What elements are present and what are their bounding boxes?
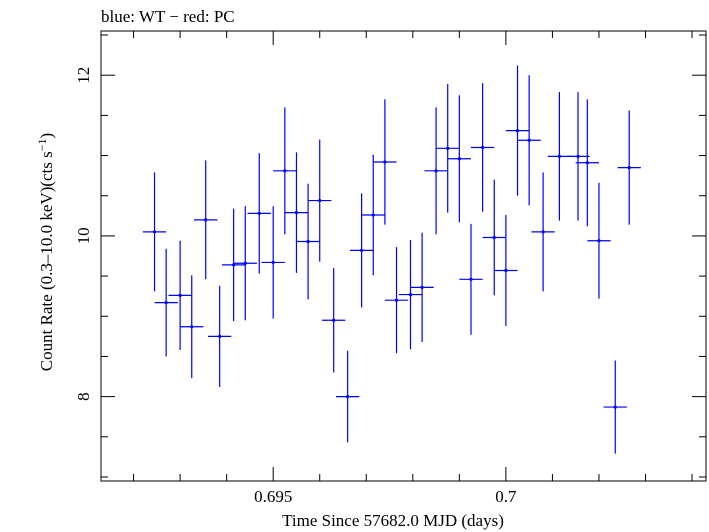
data-point-wt [617, 110, 641, 225]
data-marker [597, 239, 601, 243]
data-marker [164, 301, 168, 305]
y-tick-label: 10 [74, 227, 93, 244]
data-point-wt [566, 92, 590, 221]
data-marker [306, 239, 310, 244]
data-marker [469, 277, 473, 281]
data-point-wt [384, 247, 409, 354]
data-point-wt [261, 206, 285, 319]
data-point-wt [410, 232, 434, 342]
data-marker [457, 157, 461, 161]
data-marker [294, 211, 299, 215]
data-point-wt [322, 268, 346, 373]
data-point-wt [531, 172, 555, 292]
data-point-wt [308, 139, 332, 262]
data-marker [527, 138, 531, 142]
data-point-wt [470, 83, 495, 212]
data-point-wt [180, 275, 204, 379]
data-point-wt [273, 107, 297, 235]
data-point-wt [575, 99, 599, 227]
y-axis-label-main: Count Rate (0.3–10.0 keV)(cts s [37, 151, 56, 371]
data-point-wt [336, 350, 360, 443]
data-point-wt [505, 65, 530, 196]
data-point-wt [436, 84, 460, 213]
data-marker [271, 260, 275, 265]
data-marker [541, 230, 545, 234]
data-point-wt [373, 99, 397, 225]
data-marker [408, 292, 413, 297]
data-marker [627, 166, 631, 170]
y-axis-label-close: ) [37, 133, 56, 139]
data-point-wt [447, 95, 471, 223]
data-marker [613, 405, 617, 409]
plot-frame [100, 30, 707, 482]
x-tick-label: 0.7 [495, 487, 517, 506]
data-point-wt [168, 240, 192, 351]
data-marker [178, 293, 182, 297]
data-point-wt [247, 153, 271, 274]
data-point-wt [424, 107, 448, 235]
data-marker [318, 198, 322, 203]
data-marker [371, 213, 375, 217]
data-point-wt [233, 206, 257, 321]
data-point-wt [603, 360, 627, 454]
y-tick-label: 8 [74, 392, 93, 401]
data-marker [190, 325, 194, 329]
data-marker [346, 395, 350, 399]
data-marker [481, 145, 485, 150]
y-axis-label-superscript: −1 [35, 138, 49, 151]
data-marker [420, 285, 424, 289]
data-marker [557, 154, 562, 158]
data-marker [585, 161, 589, 165]
y-tick-label: 12 [74, 67, 93, 84]
y-axis-label: Count Rate (0.3–10.0 keV)(cts s−1) [35, 133, 56, 371]
data-point-wt [194, 160, 218, 280]
data-marker [446, 146, 450, 150]
data-point-wt [361, 154, 385, 276]
x-axis-label: Time Since 57682.0 MJD (days) [282, 511, 504, 530]
data-point-wt [459, 223, 483, 335]
data-point-wt [284, 152, 309, 273]
data-marker [218, 334, 222, 338]
data-marker [576, 154, 580, 158]
data-marker [204, 218, 208, 222]
data-marker [492, 235, 496, 240]
data-point-wt [222, 208, 246, 322]
plot-axes: 0.695 0.7 8 10 12 [74, 30, 707, 506]
data-marker [257, 211, 261, 216]
data-marker [360, 248, 364, 252]
data-point-wt [349, 193, 374, 308]
x-tick-label: 0.695 [254, 487, 292, 506]
data-marker [434, 169, 438, 173]
data-point-wt [296, 183, 320, 300]
data-point-wt [208, 285, 232, 387]
data-point-wt [398, 239, 423, 350]
data-point-wt [587, 182, 611, 299]
data-marker [394, 298, 399, 302]
data-point-wt [494, 215, 518, 326]
data-point-wt [482, 179, 506, 296]
data-marker [515, 129, 520, 133]
data-marker [243, 261, 247, 265]
data-marker [283, 169, 287, 173]
data-point-wt [154, 248, 178, 357]
data-marker [504, 268, 508, 273]
data-point-wt [517, 75, 541, 206]
data-marker [232, 263, 236, 267]
data-marker [152, 230, 157, 234]
data-layer [142, 65, 641, 454]
chart-title: blue: WT − red: PC [101, 7, 235, 26]
data-point-wt [142, 172, 167, 292]
data-marker [332, 318, 336, 322]
data-marker [383, 160, 387, 164]
